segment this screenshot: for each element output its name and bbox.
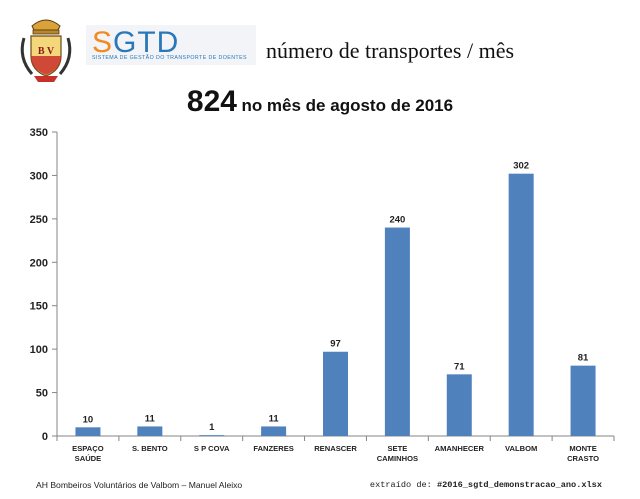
logo-text-s: S [92, 26, 114, 59]
footer-source-prefix: extraído de: [369, 480, 437, 490]
x-tick-label: VALBOM [505, 444, 537, 453]
y-tick-label: 100 [30, 344, 48, 356]
y-tick-label: 150 [30, 301, 48, 313]
x-tick-label: SAÚDE [75, 454, 102, 463]
y-tick-label: 350 [30, 127, 48, 139]
bar [570, 365, 596, 436]
total-count: 824 [186, 85, 237, 118]
x-tick-label: RENASCER [314, 444, 357, 453]
data-label: 240 [389, 215, 405, 226]
bar [323, 351, 348, 436]
headline-text: no mês de agosto de 2016 [241, 96, 454, 115]
y-tick-label: 250 [30, 214, 48, 226]
sgtd-logo: SGTD SISTEMA DE GESTÃO DO TRANSPORTE DE … [86, 25, 256, 65]
logo-text-rest: GTD [113, 26, 180, 59]
x-tick-label: AMANHECER [435, 444, 485, 453]
x-tick-label: S P COVA [194, 444, 230, 453]
x-tick-label: S. BENTO [132, 444, 168, 453]
logo-subtitle: SISTEMA DE GESTÃO DO TRANSPORTE DE DOENT… [92, 55, 247, 61]
footer-source: extraído de: #2016_sgtd_demonstracao_ano… [370, 480, 602, 490]
crest-letters: B V [38, 46, 55, 57]
crest-icon: B V [20, 19, 72, 82]
header: B V SGTD SISTEMA DE GESTÃO DO TRANSPORTE… [0, 0, 640, 95]
x-tick-label: FANZERES [253, 444, 294, 453]
bar [446, 374, 472, 436]
x-tick-label: ESPAÇO [72, 444, 104, 453]
footer-credit: AH Bombeiros Voluntários de Valbom – Man… [36, 480, 243, 490]
data-label: 81 [578, 353, 589, 364]
x-tick-label: CAMINHOS [377, 454, 418, 463]
x-tick-label: CRASTO [567, 454, 599, 463]
footer-source-file: #2016_sgtd_demonstracao_ano.xlsx [436, 480, 602, 490]
y-tick-label: 300 [30, 170, 48, 182]
y-tick-label: 200 [30, 257, 48, 269]
x-tick-label: MONTE [569, 444, 596, 453]
data-label: 11 [269, 413, 280, 424]
bar [384, 227, 410, 436]
x-tick-label: SETE [387, 444, 407, 453]
data-label: 71 [454, 361, 465, 372]
bar [508, 173, 534, 436]
y-tick-label: 0 [42, 431, 48, 443]
data-label: 302 [513, 161, 529, 172]
bar [199, 435, 225, 436]
bar [137, 426, 163, 436]
bar [75, 427, 101, 436]
data-label: 11 [145, 413, 156, 424]
y-tick-label: 50 [36, 388, 48, 400]
data-label: 10 [83, 414, 94, 425]
data-label: 97 [330, 339, 341, 350]
data-label: 1 [209, 422, 215, 433]
chart-headline: 824 no mês de agosto de 2016 [0, 85, 640, 119]
bar [261, 426, 287, 436]
logo-text: SGTD [92, 26, 179, 60]
page-subtitle: número de transportes / mês [266, 38, 515, 63]
